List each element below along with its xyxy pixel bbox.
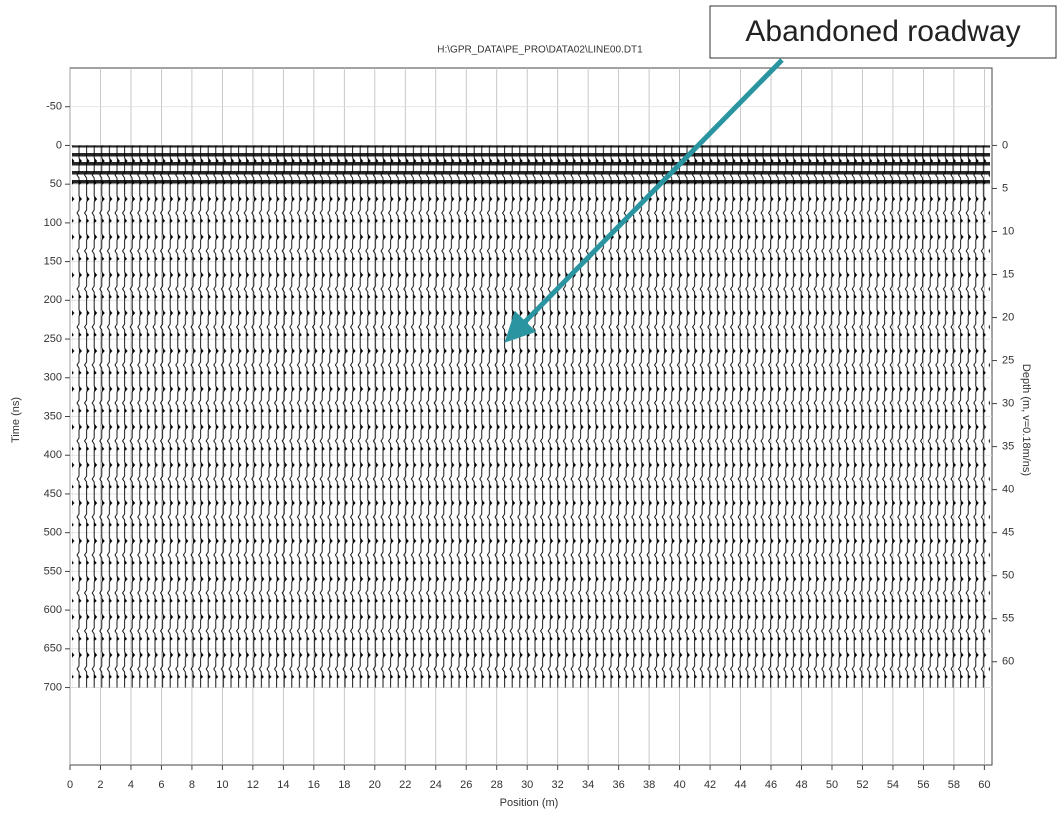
x-tick-label: 26: [460, 779, 472, 791]
x-tick-label: 14: [277, 779, 289, 791]
x-tick-label: 34: [582, 779, 594, 791]
y-tick-label: 600: [44, 604, 62, 616]
y2-tick-label: 30: [1002, 397, 1014, 409]
y-tick-label: 500: [44, 527, 62, 539]
y2-tick-label: 55: [1002, 613, 1014, 625]
y-tick-label: -50: [46, 101, 62, 113]
x-tick-label: 44: [734, 779, 746, 791]
y2-tick-label: 15: [1002, 268, 1014, 280]
x-tick-label: 24: [430, 779, 442, 791]
x-axis-label: Position (m): [500, 797, 559, 809]
x-tick-label: 40: [673, 779, 685, 791]
y2-tick-label: 45: [1002, 527, 1014, 539]
annotation: Abandoned roadway: [745, 15, 1020, 48]
x-tick-label: 32: [552, 779, 564, 791]
x-tick-label: 16: [308, 779, 320, 791]
y-tick-label: 350: [44, 410, 62, 422]
x-tick-label: 46: [765, 779, 777, 791]
trace-texture: [72, 145, 990, 688]
x-tick-label: 4: [128, 779, 134, 791]
y-tick-label: 450: [44, 488, 62, 500]
x-tick-label: 0: [67, 779, 73, 791]
x-tick-label: 48: [795, 779, 807, 791]
x-tick-label: 36: [613, 779, 625, 791]
y-axis-label: Time (ns): [10, 397, 22, 443]
x-tick-label: 2: [97, 779, 103, 791]
x-tick-label: 38: [643, 779, 655, 791]
y-tick-label: 650: [44, 643, 62, 655]
x-tick-label: 22: [399, 779, 411, 791]
y-tick-label: 50: [50, 178, 62, 190]
y-tick-label: 200: [44, 294, 62, 306]
y2-tick-label: 5: [1002, 182, 1008, 194]
x-tick-label: 12: [247, 779, 259, 791]
x-tick-label: 20: [369, 779, 381, 791]
x-tick-label: 42: [704, 779, 716, 791]
y2-tick-label: 20: [1002, 311, 1014, 323]
y2-tick-label: 40: [1002, 484, 1014, 496]
x-tick-label: 6: [158, 779, 164, 791]
y-tick-label: 100: [44, 217, 62, 229]
y2-tick-label: 10: [1002, 225, 1014, 237]
x-tick-label: 18: [338, 779, 350, 791]
y-tick-label: 0: [56, 139, 62, 151]
y2-tick-label: 0: [1002, 139, 1008, 151]
x-tick-label: 30: [521, 779, 533, 791]
x-tick-label: 28: [491, 779, 503, 791]
y-tick-label: 250: [44, 333, 62, 345]
x-tick-label: 52: [856, 779, 868, 791]
y2-tick-label: 35: [1002, 441, 1014, 453]
annotation-arrow: [504, 58, 784, 343]
annotation-box: [709, 5, 1057, 59]
x-tick-label: 58: [948, 779, 960, 791]
x-tick-label: 10: [216, 779, 228, 791]
x-tick-label: 50: [826, 779, 838, 791]
y-tick-label: 700: [44, 681, 62, 693]
x-tick-label: 60: [978, 779, 990, 791]
x-tick-label: 56: [917, 779, 929, 791]
chart-title: H:\GPR_DATA\PE_PRO\DATA02\LINE00.DT1: [437, 45, 643, 56]
y-tick-label: 300: [44, 372, 62, 384]
y-tick-label: 150: [44, 256, 62, 268]
x-tick-label: 8: [189, 779, 195, 791]
x-tick-label: 54: [887, 779, 899, 791]
y2-tick-label: 50: [1002, 570, 1014, 582]
y-tick-label: 400: [44, 449, 62, 461]
y2-axis-label: Depth (m, v=0.18m/ns): [1020, 364, 1032, 476]
y2-tick-label: 25: [1002, 354, 1014, 366]
surface-band: [72, 145, 990, 185]
y2-tick-label: 60: [1002, 656, 1014, 668]
y-tick-label: 550: [44, 565, 62, 577]
